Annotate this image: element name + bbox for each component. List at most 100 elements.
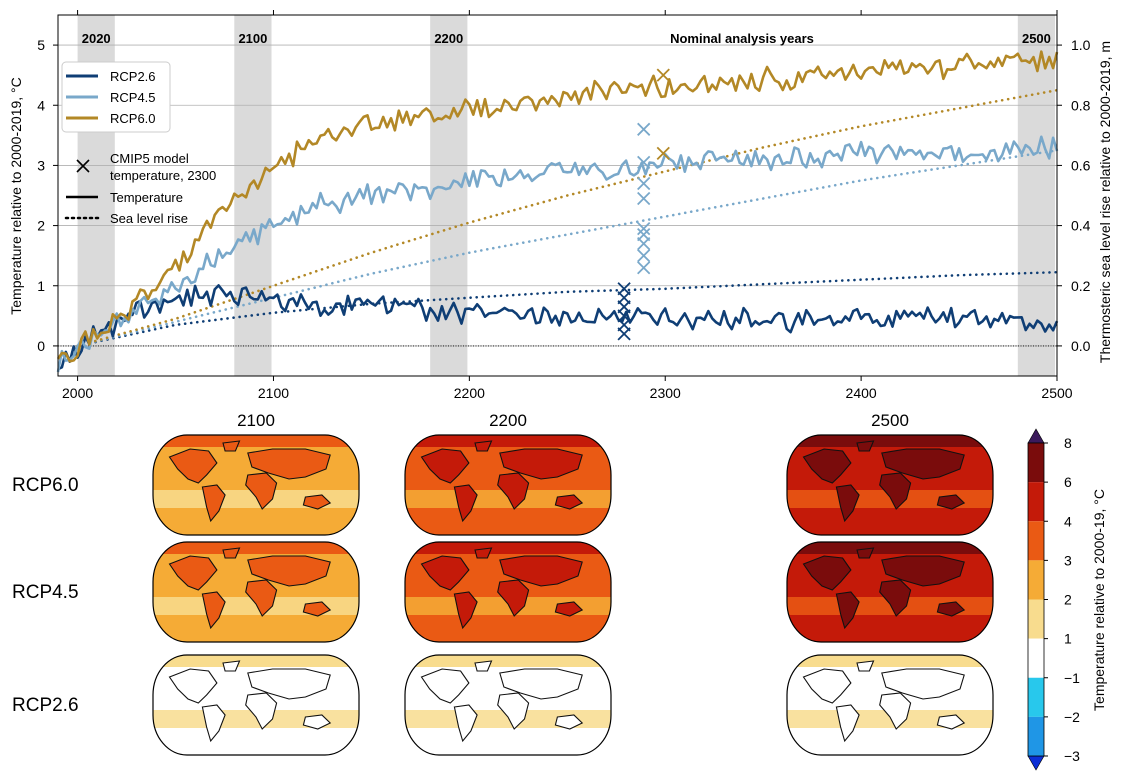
cmip5-marker-RCP4.5 bbox=[637, 191, 651, 206]
y-tick-label: 1 bbox=[37, 278, 45, 294]
map-continent bbox=[881, 668, 965, 700]
map-continent bbox=[802, 555, 852, 591]
colorbar-tick-label: 3 bbox=[1064, 552, 1072, 568]
colorbar-segment bbox=[1028, 638, 1044, 678]
colorbar-segment bbox=[1028, 599, 1044, 639]
map-continent bbox=[222, 440, 241, 452]
legend-label-RCP6.0: RCP6.0 bbox=[110, 111, 156, 126]
map-column-title-2500: 2500 bbox=[871, 411, 909, 430]
map-RCP2.6-2200 bbox=[404, 654, 612, 756]
temperature-line-RCP4.5 bbox=[56, 135, 1059, 373]
cmip5-marker-RCP4.5 bbox=[637, 261, 651, 275]
x-tick-label: 2200 bbox=[454, 385, 485, 401]
colorbar: −3 −2 −1 1 2 3 4 6 8 bbox=[1027, 428, 1080, 771]
map-continent bbox=[474, 660, 493, 672]
colorbar-tick-label: 8 bbox=[1064, 435, 1072, 451]
map-border bbox=[404, 434, 612, 536]
analysis-label-2200: 2200 bbox=[434, 31, 463, 46]
legend-box bbox=[61, 61, 171, 133]
y2-tick-label: 0.0 bbox=[1071, 338, 1091, 354]
map-continent bbox=[247, 668, 331, 700]
map-continent bbox=[881, 555, 965, 587]
map-continent bbox=[936, 601, 966, 617]
map-continent bbox=[802, 448, 852, 484]
map-arctic-band bbox=[153, 542, 359, 554]
map-arctic-band bbox=[405, 435, 611, 447]
x-tick-label: 2100 bbox=[258, 385, 289, 401]
map-continent bbox=[499, 555, 583, 587]
y2-axis-label: Thermosteric sea level rise relative to … bbox=[1097, 41, 1113, 363]
map-continent bbox=[554, 714, 584, 730]
colorbar-segment bbox=[1028, 482, 1044, 522]
map-continent bbox=[936, 494, 966, 510]
map-arctic-band bbox=[153, 655, 359, 667]
cmip5-marker-RCP6.0 bbox=[656, 68, 670, 82]
map-arctic-band bbox=[153, 435, 359, 447]
cmip5-marker-RCP2.6 bbox=[617, 282, 631, 296]
map-continent bbox=[420, 555, 470, 591]
map-border bbox=[152, 541, 360, 643]
temperature-line-RCP6.0 bbox=[56, 50, 1059, 363]
map-continent bbox=[835, 484, 860, 523]
map-continent bbox=[168, 668, 218, 704]
x-tick-label: 2000 bbox=[62, 385, 93, 401]
map-continent bbox=[856, 547, 875, 559]
colorbar-extend-bottom bbox=[1027, 755, 1045, 771]
map-RCP2.6-2500 bbox=[786, 654, 994, 756]
x-tick-label: 2500 bbox=[1041, 385, 1072, 401]
y-tick-label: 5 bbox=[37, 37, 45, 53]
map-continent bbox=[856, 660, 875, 672]
colorbar-label: Temperature relative to 2000-19, °C bbox=[1091, 489, 1107, 711]
map-continent bbox=[497, 692, 530, 730]
annotation-analysis-years: Nominal analysis years bbox=[670, 31, 814, 46]
x-tick-label: 2400 bbox=[846, 385, 877, 401]
map-continent bbox=[499, 448, 583, 480]
x-tick-label: 2300 bbox=[650, 385, 681, 401]
colorbar-segment bbox=[1028, 443, 1044, 483]
map-RCP4.5-2100 bbox=[152, 541, 360, 643]
map-continent bbox=[302, 494, 332, 510]
map-panel: 2100 2200 2500 RCP6.0 RCP4.5 RCP2.6 −3 −2 −1 1 2… bbox=[12, 411, 1107, 771]
y2-tick-label: 1.0 bbox=[1071, 37, 1091, 53]
map-row-label-RCP2.6: RCP2.6 bbox=[12, 695, 79, 716]
map-continent bbox=[222, 547, 241, 559]
colorbar-tick-label: 4 bbox=[1064, 513, 1072, 529]
cmip5-marker-RCP4.5 bbox=[637, 227, 651, 242]
colorbar-tick-label: 2 bbox=[1064, 592, 1072, 608]
cmip5-marker-RCP4.5 bbox=[637, 249, 651, 263]
legend-temperature-entry: Temperature bbox=[66, 190, 183, 205]
map-continent bbox=[554, 601, 584, 617]
map-continent bbox=[879, 472, 912, 510]
map-border bbox=[786, 434, 994, 536]
map-continent bbox=[554, 494, 584, 510]
legend-cmip5-label-2: temperature, 2300 bbox=[110, 168, 216, 183]
map-continent bbox=[936, 714, 966, 730]
map-continent bbox=[420, 448, 470, 484]
sea-level-line-RCP6.0 bbox=[76, 88, 1059, 348]
map-column-title-2200: 2200 bbox=[489, 411, 527, 430]
colorbar-extend-top bbox=[1027, 428, 1045, 444]
map-continent bbox=[201, 591, 226, 630]
map-continent bbox=[499, 668, 583, 700]
map-border bbox=[404, 541, 612, 643]
map-row-label-RCP6.0: RCP6.0 bbox=[12, 475, 79, 496]
y2-tick-label: 0.8 bbox=[1071, 97, 1091, 113]
legend-label-RCP2.6: RCP2.6 bbox=[110, 69, 156, 84]
colorbar-segment bbox=[1028, 677, 1044, 717]
map-continent bbox=[453, 591, 478, 630]
map-continent bbox=[474, 440, 493, 452]
map-continent bbox=[245, 472, 278, 510]
legend-cmip5-entry: CMIP5 model temperature, 2300 bbox=[76, 151, 216, 183]
colorbar-segment bbox=[1028, 560, 1044, 600]
map-continent bbox=[201, 484, 226, 523]
legend-sea-level-label: Sea level rise bbox=[110, 211, 188, 226]
y-tick-label: 2 bbox=[37, 218, 45, 234]
map-continent bbox=[247, 555, 331, 587]
map-continent bbox=[802, 668, 852, 704]
map-RCP4.5-2200 bbox=[404, 541, 612, 643]
map-column-title-2100: 2100 bbox=[237, 411, 275, 430]
y2-tick-label: 0.4 bbox=[1071, 218, 1091, 234]
map-continent bbox=[247, 448, 331, 480]
map-continent bbox=[835, 591, 860, 630]
